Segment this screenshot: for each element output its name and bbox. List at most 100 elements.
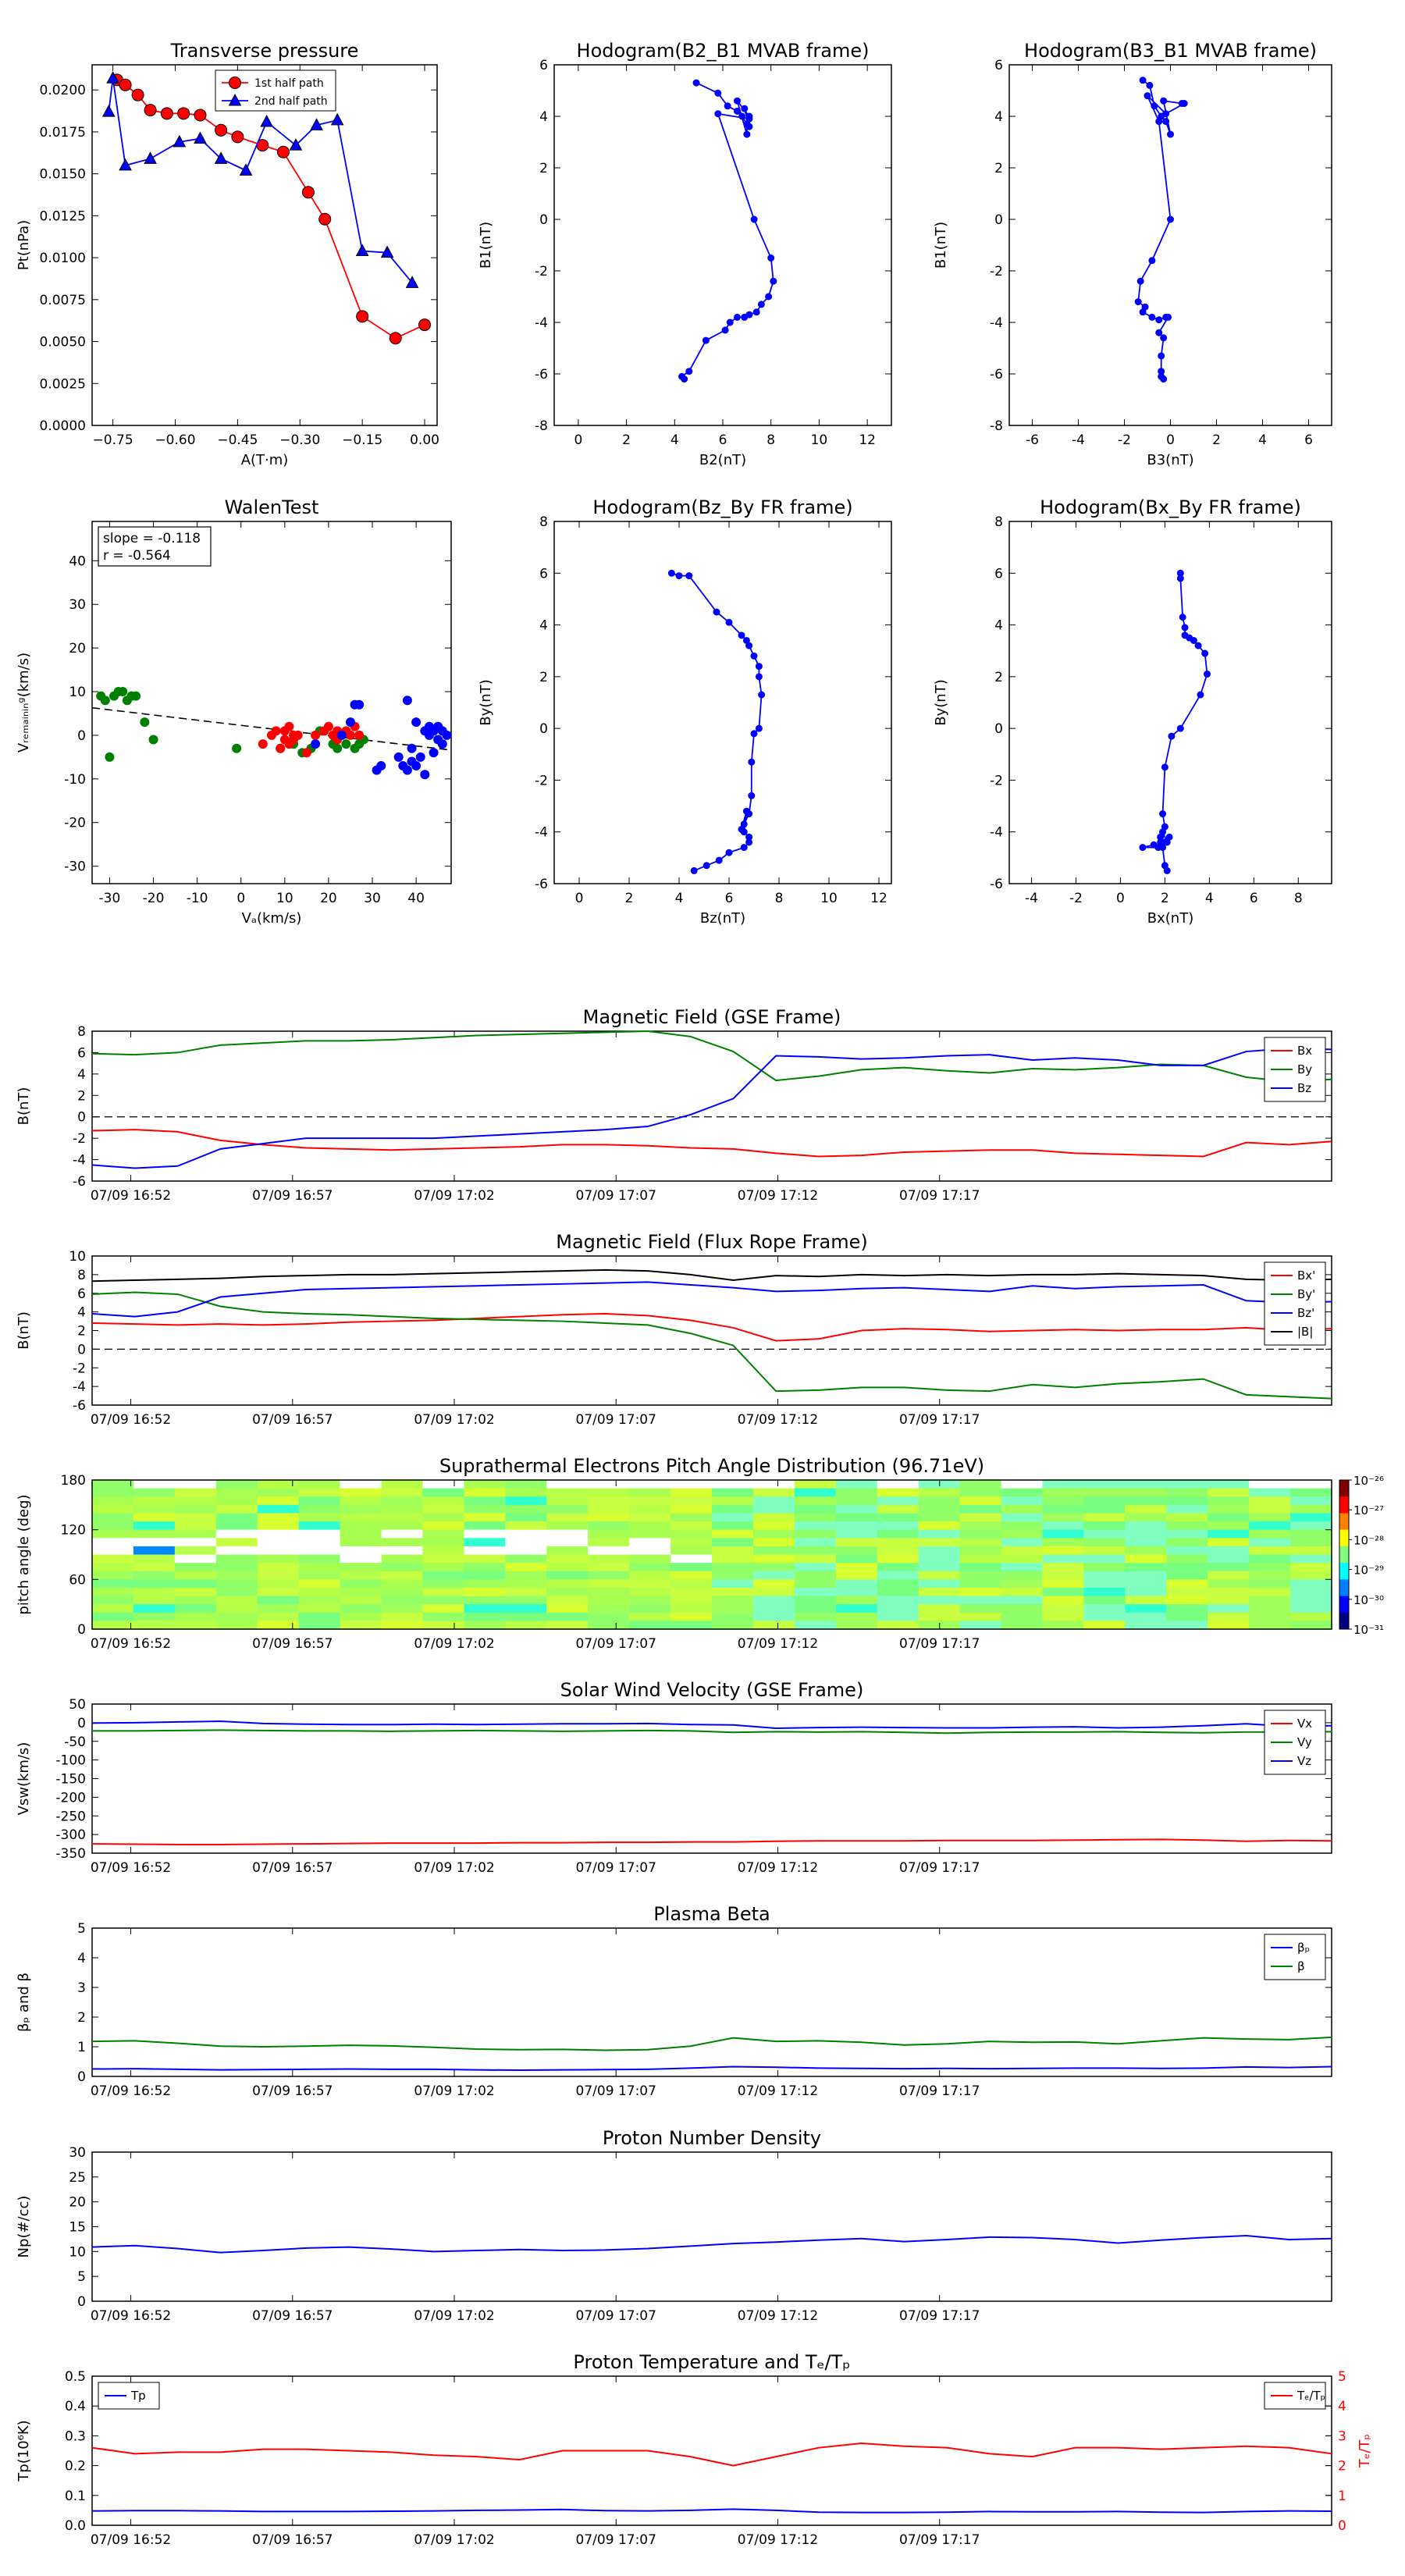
y-tick-label: 0.0175 [40, 125, 86, 141]
data-point [1144, 92, 1151, 100]
heatmap-cell [464, 1554, 506, 1564]
data-point [765, 293, 773, 301]
scatter-point [336, 730, 347, 740]
heatmap-cell [588, 1621, 630, 1630]
heatmap-cell [794, 1571, 837, 1580]
heatmap-cell [1042, 1504, 1084, 1514]
series-line-0 [91, 2508, 1332, 2514]
heatmap-cell [92, 1579, 134, 1589]
heatmap-cell [835, 1546, 878, 1556]
heatmap-cell [1001, 1513, 1044, 1522]
y-tick-label: 0.2 [65, 2459, 86, 2475]
legend-label: Bx' [1297, 1268, 1315, 1283]
heatmap-cell [381, 1571, 424, 1580]
heatmap-cell [1166, 1604, 1208, 1614]
heatmap-cell [298, 1529, 341, 1539]
heatmap-cell [1125, 1504, 1167, 1514]
data-point [690, 866, 698, 874]
heatmap-cell [1042, 1554, 1084, 1564]
heatmap-cell [959, 1504, 1002, 1514]
heatmap-cell [670, 1504, 713, 1514]
data-point [1155, 316, 1163, 324]
x-tick-label: 07/09 17:07 [576, 2532, 656, 2548]
x-tick-label: 0 [1116, 891, 1125, 906]
heatmap-cell [381, 1579, 424, 1589]
annotation-text: r = -0.564 [103, 548, 171, 564]
y-tick-label: 0 [77, 1342, 86, 1357]
heatmap-cell [505, 1480, 547, 1489]
legend-label: Bz [1297, 1081, 1311, 1095]
heatmap-cell [1001, 1480, 1044, 1489]
y-tick-label: -2 [73, 1361, 86, 1376]
heatmap-cell [1290, 1563, 1332, 1572]
x-tick-label: 07/09 17:02 [414, 1188, 494, 1204]
heatmap-cell [918, 1596, 961, 1605]
heatmap-cell [464, 1596, 506, 1605]
heatmap-cell [877, 1563, 919, 1572]
heatmap-cell [1125, 1563, 1167, 1572]
heatmap-cell [1001, 1488, 1044, 1497]
heatmap-cell [629, 1571, 671, 1580]
data-point [1160, 97, 1168, 105]
y-tick-label: 0.0050 [40, 335, 86, 350]
heatmap-cell [1290, 1480, 1332, 1489]
heatmap-cell [1001, 1587, 1044, 1597]
x-tick-label: 07/09 17:12 [738, 2308, 818, 2324]
heatmap-cell [1208, 1521, 1250, 1531]
heatmap-cell [1249, 1529, 1291, 1539]
x-axis-label: Bz(nT) [700, 910, 745, 927]
y-tick-label: 0.0000 [40, 418, 86, 434]
heatmap-cell [918, 1529, 961, 1539]
heatmap-cell [752, 1496, 795, 1506]
heatmap-cell [340, 1496, 382, 1506]
heatmap-cell [464, 1538, 506, 1547]
heatmap-cell [1042, 1571, 1084, 1580]
heatmap-cell [257, 1488, 300, 1497]
y-tick-label-right: 5 [1338, 2369, 1346, 2385]
heatmap-cell [752, 1621, 795, 1630]
heatmap-cell [959, 1596, 1002, 1605]
x-tick-label: 0 [574, 432, 582, 448]
heatmap-cell [712, 1554, 754, 1564]
data-point [757, 301, 765, 308]
heatmap-cell [1001, 1529, 1044, 1539]
heatmap-cell [588, 1529, 630, 1539]
x-tick-label: 0.00 [410, 432, 439, 448]
heatmap-cell [1208, 1488, 1250, 1497]
heatmap-cells [92, 1480, 1332, 1630]
heatmap-cell [712, 1621, 754, 1630]
heatmap-cell [877, 1529, 919, 1539]
chart-beta: Plasma Beta 0 1 2 3 4 5 07/09 16:52 07/09 16:57 0… [16, 1903, 1332, 2099]
heatmap-cell [464, 1521, 506, 1531]
chart-title: Hodogram(B2_B1 MVAB frame) [577, 40, 870, 62]
data-point [276, 145, 290, 158]
heatmap-cell [505, 1488, 547, 1497]
x-tick-label: -2 [1118, 432, 1131, 448]
heatmap-cell [422, 1538, 464, 1547]
x-tick-label: 07/09 16:52 [91, 1860, 171, 1876]
heatmap-cell [1249, 1612, 1291, 1621]
data-point [301, 186, 315, 199]
data-point [1139, 308, 1147, 316]
y-tick-label: 10 [69, 2244, 86, 2260]
heatmap-cell [588, 1604, 630, 1614]
legend [1264, 1934, 1326, 1980]
heatmap-cell [381, 1529, 424, 1539]
heatmap-cell [92, 1521, 134, 1531]
data-point [380, 245, 394, 258]
heatmap-cell [215, 1538, 258, 1547]
heatmap-cell [835, 1538, 878, 1547]
heatmap-cell [794, 1538, 837, 1547]
data-point [702, 336, 710, 344]
heatmap-cell [918, 1546, 961, 1556]
heatmap-cell [1001, 1554, 1044, 1564]
heatmap-cell [422, 1604, 464, 1614]
y-tick-label: 0 [994, 212, 1003, 228]
heatmap-cell [215, 1579, 258, 1589]
heatmap-cell [298, 1579, 341, 1589]
x-tick-label: −0.75 [93, 432, 133, 448]
chart-title: Suprathermal Electrons Pitch Angle Distr… [439, 1455, 984, 1477]
legend-label: By [1297, 1062, 1312, 1076]
plot-frame [91, 2375, 1332, 2526]
data-point [685, 572, 693, 580]
